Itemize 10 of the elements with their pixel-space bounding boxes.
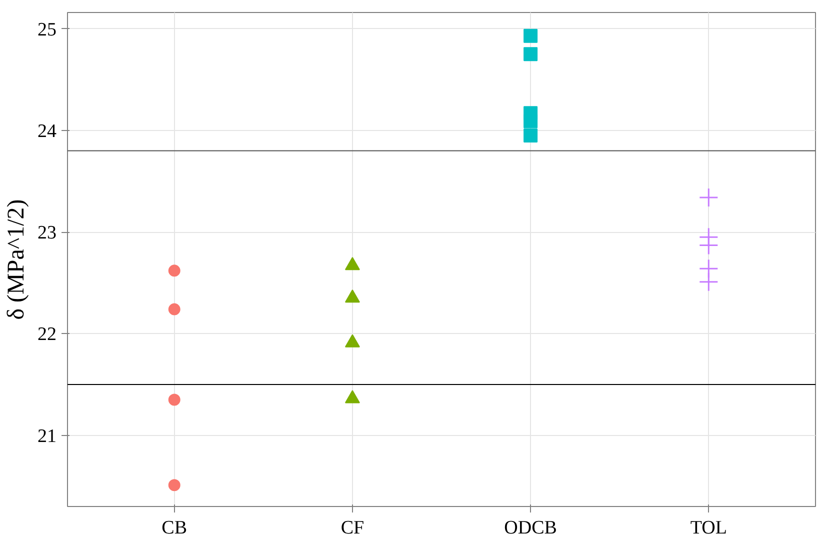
- x-tick-label: CF: [340, 518, 364, 538]
- x-tick-label: CB: [162, 518, 188, 538]
- y-tick-label: 22: [38, 324, 56, 346]
- y-axis-title: δ (MPa^1/2): [4, 199, 30, 320]
- x-tick-label: ODCB: [504, 518, 557, 538]
- x-tick-label: TOL: [690, 518, 727, 538]
- y-tick-label: 25: [38, 19, 56, 40]
- y-tick-label: 24: [38, 120, 57, 142]
- y-tick-label: 21: [38, 426, 56, 447]
- y-tick-label: 23: [38, 222, 56, 244]
